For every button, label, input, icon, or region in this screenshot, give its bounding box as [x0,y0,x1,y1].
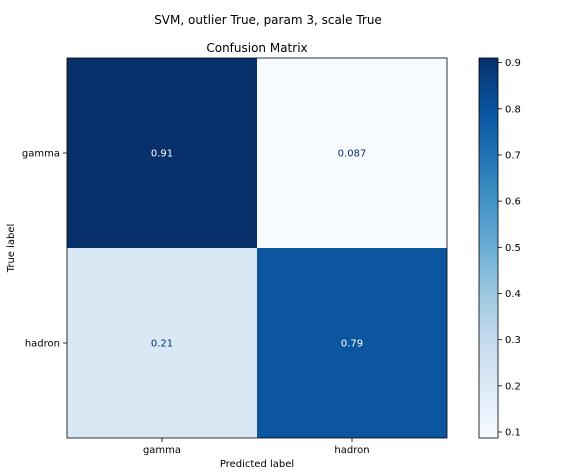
colorbar-tick-label: 0.2 [505,381,521,392]
plot-frame [66,57,448,439]
colorbar-tick-label: 0.8 [505,104,521,115]
cell-value-label: 0.79 [341,339,363,350]
figure-suptitle: SVM, outlier True, param 3, scale True [154,13,382,27]
x-tick-label: gamma [143,445,181,456]
colorbar-tick-label: 0.5 [505,243,521,254]
x-axis-ticks: gamma hadron [143,438,370,456]
heatmap-cell [67,58,257,248]
y-tick-label: gamma [22,149,60,160]
y-tick-label: hadron [25,339,60,350]
colorbar-tick-label: 0.6 [505,197,521,208]
colorbar-tick-label: 0.1 [505,427,521,438]
colorbar-tick-label: 0.3 [505,335,521,346]
cell-value-label: 0.91 [151,149,173,160]
heatmap-cell [257,58,447,248]
colorbar-tick-label: 0.7 [505,150,521,161]
x-tick-label: hadron [334,445,369,456]
cell-value-label: 0.21 [151,339,173,350]
y-axis-ticks: gamma hadron [22,149,67,350]
y-axis-label: True label [6,224,17,274]
colorbar-ticks: 0.1 0.2 0.3 0.4 0.5 0.6 0.7 0.8 0.9 [498,58,521,438]
heatmap-cell [67,248,257,438]
chart-title: Confusion Matrix [206,41,307,55]
colorbar [478,57,499,439]
heatmap-cell-labels: 0.91 0.087 0.21 0.79 [151,149,366,350]
heatmap-cell [257,248,447,438]
heatmap-cells [67,58,447,438]
colorbar-tick-label: 0.4 [505,289,521,300]
x-axis-label: Predicted label [220,459,294,470]
colorbar-tick-label: 0.9 [505,58,521,69]
cell-value-label: 0.087 [338,149,367,160]
